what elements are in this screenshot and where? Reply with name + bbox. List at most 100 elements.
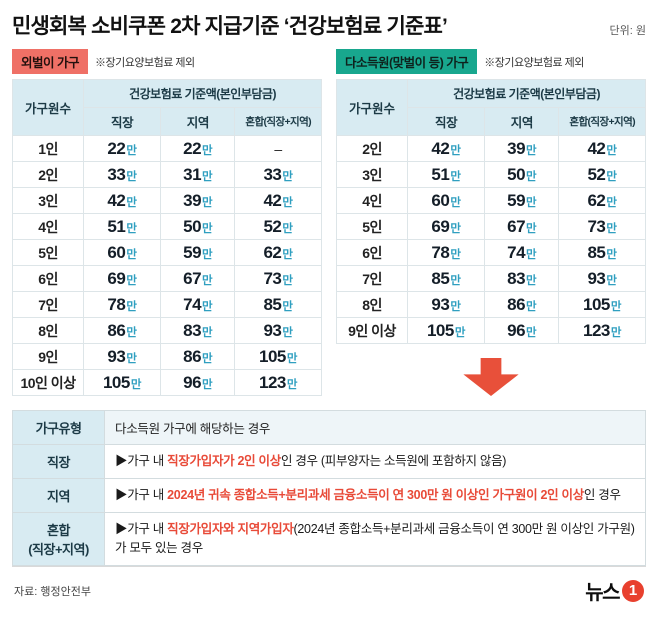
amount-unit: 만 <box>450 196 461 209</box>
household-size: 5인 <box>335 213 409 240</box>
amount-unit: 만 <box>526 144 537 157</box>
premium-amount: 42만 <box>83 187 162 214</box>
premium-row: 6인 78만 74만 85만 <box>335 239 646 266</box>
household-size-header: 가구원수 <box>335 79 409 136</box>
amount-number: 86 <box>507 294 526 314</box>
amount-number: 83 <box>183 320 202 340</box>
premium-amount: 59만 <box>160 239 236 266</box>
premium-row: 10인 이상 105만 96만 123만 <box>11 369 322 396</box>
text-segment: 인 경우 <box>583 488 621 503</box>
text-segment: (2024년 종합소득+분리과세 금융소득이 연 300만 원 이상인 가구원)… <box>115 522 635 555</box>
amount-number: 74 <box>507 242 526 262</box>
premium-row: 7인 78만 74만 85만 <box>11 291 322 318</box>
amount-unit: 만 <box>450 170 461 183</box>
amount-unit: 만 <box>526 248 537 261</box>
ltc-exclusion-note: ※장기요양보험료 제외 <box>484 56 584 69</box>
household-size: 7인 <box>335 265 409 292</box>
highlighted-text: 직장가입자와 지역가입자 <box>167 522 294 537</box>
premium-row: 7인 85만 83만 93만 <box>335 265 646 292</box>
amount-number: 105 <box>259 346 286 366</box>
amount-number: 42 <box>431 138 450 158</box>
amount-unit: 만 <box>282 170 293 183</box>
amount-number: 93 <box>107 346 126 366</box>
amount-number: 93 <box>587 268 606 288</box>
amount-number: 85 <box>431 268 450 288</box>
household-size: 5인 <box>11 239 85 266</box>
household-size-header: 가구원수 <box>11 79 85 136</box>
premium-amount: 105만 <box>407 317 486 344</box>
criteria-type: 지역 <box>12 478 105 513</box>
amount-number: 96 <box>507 320 526 340</box>
premium-row: 2인 42만 39만 42만 <box>335 135 646 162</box>
amount-number: 123 <box>259 372 286 392</box>
premium-tables: 외벌이 가구 ※장기요양보험료 제외 가구원수 건강보험료 기준액(본인부담금)… <box>11 49 646 396</box>
premium-amount: 51만 <box>83 213 162 240</box>
amount-unit: 만 <box>202 222 213 235</box>
amount-unit: 만 <box>202 352 213 365</box>
premium-amount: 83만 <box>160 317 236 344</box>
text-segment: ▶가구 내 <box>115 454 168 469</box>
amount-unit: 만 <box>606 170 617 183</box>
premium-amount: 60만 <box>407 187 486 214</box>
amount-number: 86 <box>183 346 202 366</box>
premium-group-header: 건강보험료 기준액(본인부담금) <box>407 79 646 108</box>
amount-unit: 만 <box>126 300 137 313</box>
amount-unit: 만 <box>606 144 617 157</box>
amount-unit: 만 <box>202 326 213 339</box>
amount-unit: 만 <box>126 170 137 183</box>
amount-number: 22 <box>107 138 126 158</box>
premium-amount: 22만 <box>160 135 236 162</box>
household-size: 9인 이상 <box>335 317 409 344</box>
premium-amount: 52만 <box>234 213 322 240</box>
household-size: 3인 <box>335 161 409 188</box>
amount-number: 73 <box>263 268 282 288</box>
amount-unit: 만 <box>282 274 293 287</box>
premium-amount: 123만 <box>558 317 646 344</box>
column-header-mixed: 혼합(직장+지역) <box>558 107 646 136</box>
column-header-workplace: 직장 <box>83 107 162 136</box>
amount-number: 83 <box>507 268 526 288</box>
amount-unit: 만 <box>126 274 137 287</box>
logo-text: 뉴스 <box>585 582 620 604</box>
amount-unit: 만 <box>202 378 213 391</box>
multi-income-premium-table: 가구원수 건강보험료 기준액(본인부담금) 직장 지역 혼합(직장+지역) 2인… <box>335 79 646 344</box>
amount-number: 74 <box>183 294 202 314</box>
multi-income-badge-row: 다소득원(맞벌이 등) 가구 ※장기요양보험료 제외 <box>336 49 646 74</box>
ltc-exclusion-note: ※장기요양보험료 제외 <box>94 56 195 69</box>
amount-number: 33 <box>263 164 282 184</box>
premium-amount: 73만 <box>234 265 322 292</box>
column-header-workplace: 직장 <box>407 107 486 136</box>
premium-row: 6인 69만 67만 73만 <box>11 265 322 292</box>
news1-logo: 뉴스 1 <box>585 576 644 605</box>
premium-amount: 78만 <box>83 291 162 318</box>
column-header-regional: 지역 <box>160 107 236 136</box>
premium-amount: 67만 <box>160 265 236 292</box>
amount-number: 39 <box>183 190 202 210</box>
premium-row: 9인 93만 86만 105만 <box>11 343 322 370</box>
footer: 자료: 행정안전부 뉴스 1 <box>12 566 646 617</box>
premium-amount: 67만 <box>484 213 560 240</box>
amount-unit: 만 <box>526 274 537 287</box>
amount-number: 78 <box>107 294 126 314</box>
amount-number: 123 <box>583 320 610 340</box>
criteria-header-type: 가구유형 <box>12 410 105 445</box>
amount-unit: 만 <box>450 300 461 313</box>
column-header-regional: 지역 <box>484 107 560 136</box>
amount-unit: 만 <box>454 326 466 339</box>
amount-unit: 만 <box>202 248 213 261</box>
premium-amount: 85만 <box>407 265 486 292</box>
text-segment: 인 경우 (피부양자는 소득원에 포함하지 않음) <box>280 454 507 469</box>
household-size: 3인 <box>11 187 85 214</box>
single-income-block: 외벌이 가구 ※장기요양보험료 제외 가구원수 건강보험료 기준액(본인부담금)… <box>11 49 322 396</box>
arrow-container <box>336 344 646 396</box>
household-size: 6인 <box>335 239 409 266</box>
premium-row: 5인 69만 67만 73만 <box>335 213 646 240</box>
amount-number: 31 <box>183 164 202 184</box>
premium-amount: 31만 <box>160 161 236 188</box>
premium-amount: 59만 <box>484 187 560 214</box>
amount-number: 69 <box>431 216 450 236</box>
header: 민생회복 소비쿠폰 2차 지급기준 ‘건강보험료 기준표’ 단위: 원 <box>12 10 646 40</box>
premium-row: 3인 51만 50만 52만 <box>335 161 646 188</box>
amount-unit: 만 <box>126 196 137 209</box>
